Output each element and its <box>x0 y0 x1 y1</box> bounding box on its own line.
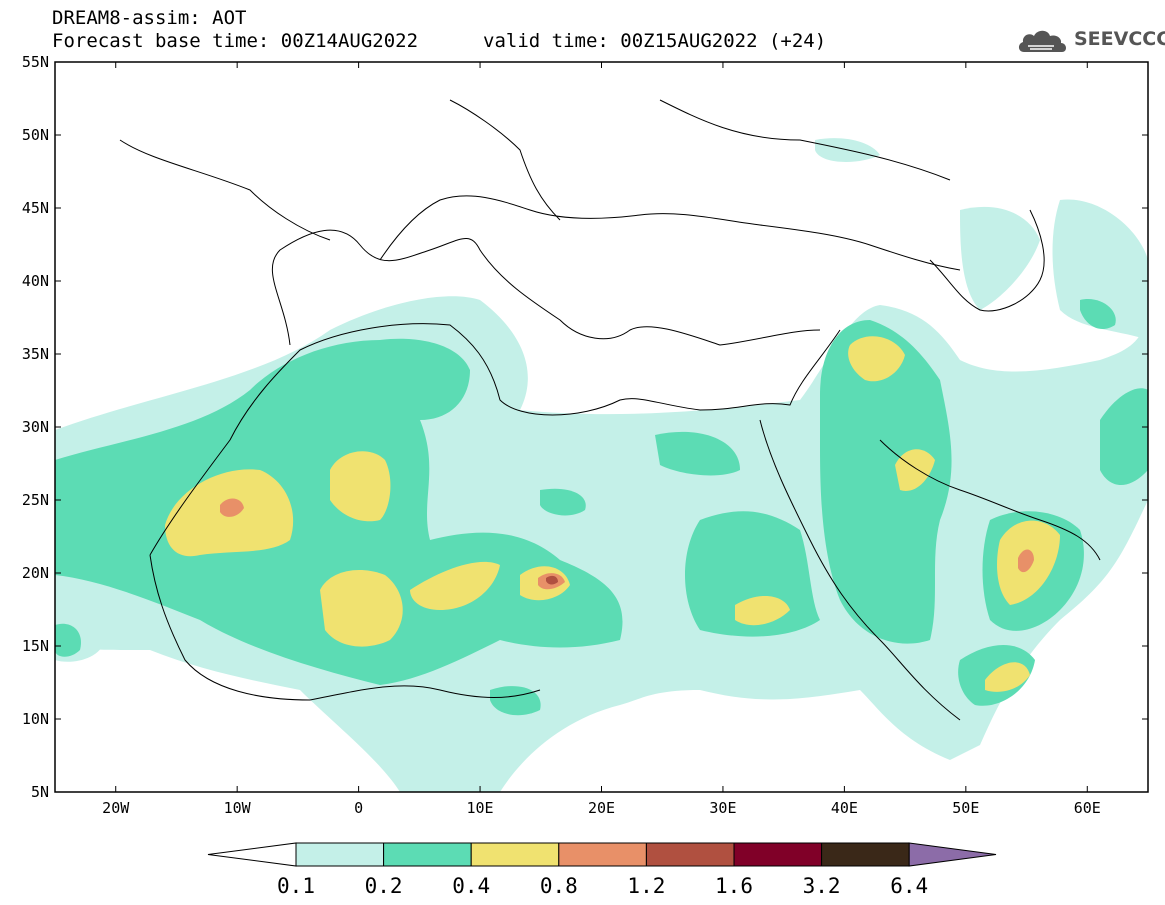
lat-label: 30N <box>22 418 49 436</box>
aot-band-1.2-1.6 <box>546 575 558 585</box>
colorbar-segment <box>733 842 823 867</box>
lat-label: 20N <box>22 564 49 582</box>
colorbar-segment <box>470 842 560 867</box>
coastlines <box>119 99 1101 721</box>
lon-label: 30E <box>709 799 736 817</box>
cloud-icon <box>1018 30 1067 52</box>
colorbar-label: 1.2 <box>627 874 665 898</box>
lon-label: 20W <box>102 799 130 817</box>
colorbar-segment <box>645 842 735 867</box>
lat-label: 5N <box>31 783 49 801</box>
map-title: DREAM8-assim: AOT <box>52 7 247 29</box>
lat-label: 25N <box>22 491 49 509</box>
colorbar-segment <box>908 842 997 867</box>
lon-label: 10W <box>224 799 252 817</box>
lon-label: 20E <box>588 799 615 817</box>
seevccc-logo: SEEVCCC <box>1016 24 1165 56</box>
colorbar-label: 0.8 <box>540 874 578 898</box>
aot-field <box>55 138 1148 792</box>
colorbar-segment <box>821 842 910 867</box>
colorbar-label: 1.6 <box>715 874 753 898</box>
base-time: Forecast base time: 00Z14AUG2022 <box>52 30 419 52</box>
lon-label: 60E <box>1074 799 1101 817</box>
lat-label: 40N <box>22 272 49 290</box>
colorbar-segment <box>207 842 297 867</box>
colorbar-label: 6.4 <box>890 874 928 898</box>
lat-label: 45N <box>22 199 49 217</box>
forecast-times: Forecast base time: 00Z14AUG2022 valid ti… <box>52 30 826 52</box>
lat-label: 55N <box>22 53 49 71</box>
colorbar-label: 0.4 <box>452 874 490 898</box>
lat-label: 50N <box>22 126 49 144</box>
colorbar-segment <box>558 842 647 867</box>
valid-time: valid time: 00Z15AUG2022 (+24) <box>483 30 827 52</box>
colorbar-label: 3.2 <box>803 874 841 898</box>
lon-label: 40E <box>831 799 858 817</box>
colorbar-label: 0.2 <box>365 874 403 898</box>
lat-label: 10N <box>22 710 49 728</box>
colorbar: 0.1 0.2 0.4 0.8 1.2 1.6 3.2 6.4 <box>207 842 997 898</box>
lon-label: 10E <box>467 799 494 817</box>
logo-text: SEEVCCC <box>1074 28 1165 50</box>
lat-label: 15N <box>22 637 49 655</box>
colorbar-label: 0.1 <box>277 874 315 898</box>
colorbar-segment <box>295 842 385 867</box>
lon-label: 50E <box>952 799 979 817</box>
lat-label: 35N <box>22 345 49 363</box>
lon-label: 0 <box>354 799 363 817</box>
colorbar-segment <box>383 842 472 867</box>
map-axes: 55N 50N 45N 40N 35N 30N 25N 20N 15N 10N 5N 20W 10W 0 1… <box>22 53 1149 817</box>
